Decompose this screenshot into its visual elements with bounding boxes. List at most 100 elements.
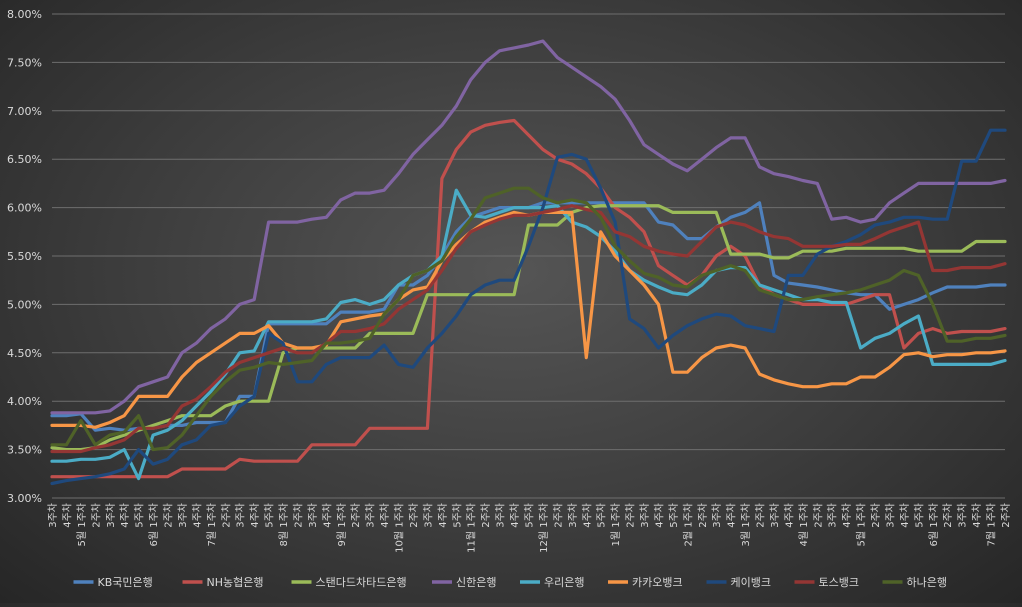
series-line-4 bbox=[50, 188, 1007, 481]
x-tick-label: 7월 1주차 bbox=[986, 503, 998, 547]
x-tick-label: 6월 1주차 bbox=[148, 503, 160, 547]
x-axis-tick-labels: 3주차 4주차 5월 1주차 2주차 3주차 4주차 5주차 6월 1주차 2주차 3주차 4주차 7… bbox=[47, 503, 1012, 553]
legend-label: 하나은행 bbox=[907, 575, 947, 589]
x-tick-label: 4월 1주차 bbox=[798, 503, 810, 547]
x-tick-label: 3주차 bbox=[827, 503, 839, 528]
x-tick-label: 2주차 bbox=[697, 503, 709, 528]
x-tick-label: 2주차 bbox=[292, 503, 304, 528]
x-tick-label: 5월 1주차 bbox=[856, 503, 868, 547]
x-tick-label: 3주차 bbox=[495, 503, 507, 528]
x-tick-label: 2주차 bbox=[552, 503, 564, 528]
legend-item: 우리은행 bbox=[520, 576, 584, 589]
y-tick-label: 4.00% bbox=[7, 395, 42, 408]
legend-item: 카카오뱅크 bbox=[608, 576, 683, 589]
series-line-7 bbox=[50, 204, 1007, 454]
x-tick-label: 3주차 bbox=[711, 503, 723, 528]
x-tick-label: 3주차 bbox=[884, 503, 896, 528]
x-tick-label: 8월 1주차 bbox=[278, 503, 290, 547]
gridlines bbox=[52, 13, 1005, 499]
y-tick-label: 7.00% bbox=[7, 105, 42, 118]
y-tick-label: 3.00% bbox=[7, 492, 42, 505]
x-tick-label: 4주차 bbox=[191, 503, 203, 528]
x-tick-label: 6월 1주차 bbox=[928, 503, 940, 547]
x-tick-label: 3주차 bbox=[177, 503, 189, 528]
x-tick-label: 2주차 bbox=[812, 503, 824, 528]
x-tick-label: 4주차 bbox=[783, 503, 795, 528]
x-tick-label: 2주차 bbox=[408, 503, 420, 528]
legend-label: 케이뱅크 bbox=[731, 576, 771, 589]
x-tick-label: 4주차 bbox=[971, 503, 983, 528]
x-tick-label: 4주차 bbox=[249, 503, 261, 528]
x-tick-label: 4주차 bbox=[509, 503, 521, 528]
legend-item: 신한은행 bbox=[432, 576, 496, 589]
legend-label: 신한은행 bbox=[456, 576, 496, 589]
x-tick-label: 4주차 bbox=[119, 503, 131, 528]
legend-label: 토스뱅크 bbox=[819, 576, 859, 589]
y-tick-label: 3.50% bbox=[7, 444, 42, 457]
y-tick-label: 8.00% bbox=[7, 8, 42, 21]
x-tick-label: 2월 1주차 bbox=[682, 503, 694, 547]
legend-item: 스탠다드차타드은행 bbox=[291, 576, 407, 589]
y-tick-label: 5.00% bbox=[7, 298, 42, 311]
series-line-8 bbox=[50, 186, 1007, 452]
x-tick-label: 5주차 bbox=[134, 503, 146, 528]
series-line-3 bbox=[50, 39, 1007, 415]
x-tick-label: 5주차 bbox=[524, 503, 536, 528]
x-tick-label: 5주차 bbox=[668, 503, 680, 528]
y-axis-tick-labels: 3.00% 3.50% 4.00% 4.50% 5.00% 5.50% 6.00% 6.50%… bbox=[7, 8, 42, 505]
x-tick-label: 4주차 bbox=[653, 503, 665, 528]
legend-item: KB국민은행 bbox=[73, 576, 153, 589]
x-tick-label: 3주차 bbox=[422, 503, 434, 528]
x-tick-label: 5주차 bbox=[451, 503, 463, 528]
legend-item: 토스뱅크 bbox=[794, 576, 859, 589]
legend-label: KB국민은행 bbox=[98, 576, 153, 589]
x-tick-label: 12월 1주차 bbox=[538, 503, 550, 553]
x-tick-label: 2주차 bbox=[220, 503, 232, 528]
y-tick-label: 7.50% bbox=[7, 56, 42, 69]
legend-label: 스탠다드차타드은행 bbox=[316, 576, 407, 589]
x-tick-label: 2주차 bbox=[870, 503, 882, 528]
x-tick-label: 2주차 bbox=[625, 503, 637, 528]
x-tick-label: 5월 1주차 bbox=[76, 503, 88, 547]
y-tick-label: 5.50% bbox=[7, 250, 42, 263]
x-tick-label: 2주차 bbox=[90, 503, 102, 528]
legend-label: NH농협은행 bbox=[207, 576, 264, 589]
y-tick-label: 6.50% bbox=[7, 153, 42, 166]
legend-item: 케이뱅크 bbox=[706, 576, 771, 589]
x-tick-label: 3주차 bbox=[307, 503, 319, 528]
x-tick-label: 9월 1주차 bbox=[336, 503, 348, 547]
x-tick-label: 2주차 bbox=[163, 503, 175, 528]
x-tick-label: 3주차 bbox=[567, 503, 579, 528]
legend: KB국민은행 NH농협은행 스탠다드차타드은행 신한은행 우리은행 카카오뱅크 케이뱅크 토스… bbox=[73, 575, 947, 589]
x-tick-label: 4주차 bbox=[726, 503, 738, 528]
x-tick-label: 3주차 bbox=[105, 503, 117, 528]
x-tick-label: 3월 1주차 bbox=[740, 503, 752, 547]
series-line-0 bbox=[50, 201, 1007, 432]
x-tick-label: 2주차 bbox=[1000, 503, 1012, 528]
x-tick-label: 11월 1주차 bbox=[466, 503, 478, 553]
x-tick-label: 4주차 bbox=[899, 503, 911, 528]
x-tick-label: 4주차 bbox=[581, 503, 593, 528]
x-tick-label: 3주차 bbox=[639, 503, 651, 528]
x-tick-label: 3주차 bbox=[235, 503, 247, 528]
x-tick-label: 2주차 bbox=[480, 503, 492, 528]
x-tick-label: 4주차 bbox=[437, 503, 449, 528]
y-tick-label: 6.00% bbox=[7, 202, 42, 215]
x-tick-label: 4주차 bbox=[61, 503, 73, 528]
x-tick-label: 3주차 bbox=[365, 503, 377, 528]
x-tick-label: 1월 1주차 bbox=[610, 503, 622, 547]
x-tick-label: 3주차 bbox=[957, 503, 969, 528]
x-tick-label: 3주차 bbox=[47, 503, 59, 528]
x-tick-label: 4주차 bbox=[321, 503, 333, 528]
x-tick-label: 5주차 bbox=[913, 503, 925, 528]
legend-item: NH농협은행 bbox=[182, 576, 264, 589]
x-tick-label: 2주차 bbox=[755, 503, 767, 528]
x-tick-label: 2주차 bbox=[350, 503, 362, 528]
x-tick-label: 4주차 bbox=[379, 503, 391, 528]
x-tick-label: 2주차 bbox=[942, 503, 954, 528]
series-line-2 bbox=[50, 204, 1007, 452]
legend-label: 우리은행 bbox=[544, 576, 584, 589]
x-tick-label: 3주차 bbox=[769, 503, 781, 528]
x-tick-label: 10월 1주차 bbox=[394, 503, 406, 553]
